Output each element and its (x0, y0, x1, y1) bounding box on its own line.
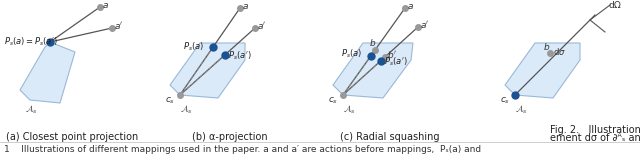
Text: $b'$: $b'$ (387, 49, 397, 60)
Text: $c_s$: $c_s$ (165, 96, 175, 107)
Text: $P_s(a')$: $P_s(a')$ (228, 50, 252, 62)
Text: $P_s(a) = P_s(a^\prime)$: $P_s(a) = P_s(a^\prime)$ (4, 35, 58, 47)
Polygon shape (170, 43, 245, 98)
Text: $b$: $b$ (543, 41, 550, 52)
Text: (c) Radial squashing: (c) Radial squashing (340, 132, 440, 142)
Text: $\mathrm{d}\Omega$: $\mathrm{d}\Omega$ (608, 0, 622, 10)
Text: ement dσ of ∂ᴬₛ and the differ: ement dσ of ∂ᴬₛ and the differ (550, 133, 640, 143)
Text: $c_s$: $c_s$ (500, 96, 510, 107)
Polygon shape (333, 43, 413, 98)
Text: 1    Illustrations of different mappings used in the paper. a and a′ are actions: 1 Illustrations of different mappings us… (4, 145, 481, 154)
Text: $P_s(a)$: $P_s(a)$ (341, 48, 362, 60)
Text: $b$: $b$ (369, 37, 376, 48)
Text: $\mathcal{A}_s$: $\mathcal{A}_s$ (25, 104, 38, 117)
Text: $a$: $a$ (102, 1, 109, 10)
Polygon shape (20, 42, 75, 103)
Text: $a'$: $a'$ (420, 19, 429, 30)
Text: (b) α-projection: (b) α-projection (192, 132, 268, 142)
Text: $\mathrm{d}\sigma$: $\mathrm{d}\sigma$ (553, 46, 566, 57)
Text: (a) Closest point projection: (a) Closest point projection (6, 132, 138, 142)
Text: $\mathcal{A}_s$: $\mathcal{A}_s$ (515, 104, 528, 117)
Text: $a'$: $a'$ (114, 20, 124, 31)
Text: $c_s$: $c_s$ (328, 96, 338, 107)
Text: $\mathcal{A}_s$: $\mathcal{A}_s$ (343, 104, 356, 117)
Text: $a$: $a$ (407, 2, 414, 11)
Polygon shape (505, 43, 580, 98)
Text: $a$: $a$ (242, 2, 249, 11)
Text: $P_s(a')$: $P_s(a')$ (383, 56, 407, 69)
Text: $P_s(a)$: $P_s(a)$ (183, 40, 204, 53)
Text: Fig. 2.   Illustration of the volum: Fig. 2. Illustration of the volum (550, 125, 640, 135)
Text: $a'$: $a'$ (257, 20, 267, 31)
Text: $\mathcal{A}_s$: $\mathcal{A}_s$ (180, 104, 193, 117)
